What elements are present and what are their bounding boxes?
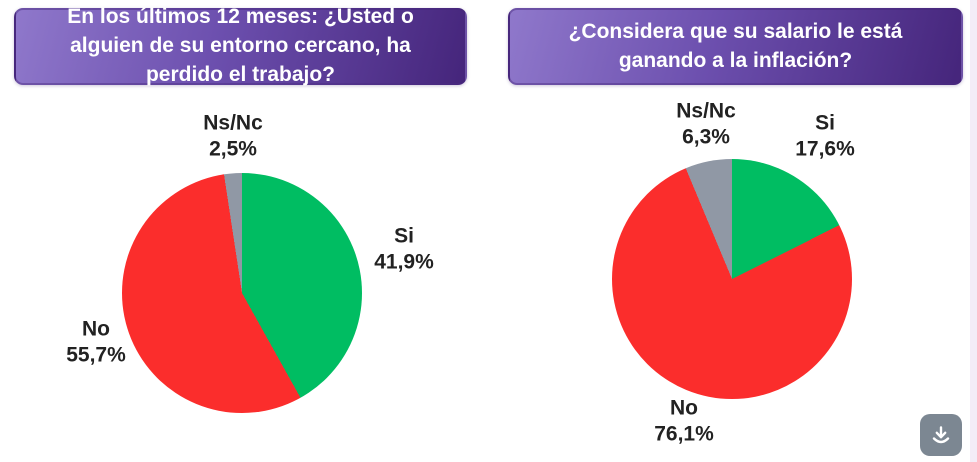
slice-value: 41,9%: [374, 250, 434, 273]
slice-name: No: [669, 396, 698, 420]
chart-title-left: En los últimos 12 meses: ¿Usted o alguie…: [14, 5, 467, 86]
slice-name: Si: [815, 111, 835, 135]
pie-chart-right: [612, 159, 852, 399]
slice-name: Ns/Nc: [203, 111, 263, 135]
slice-label-right-no: No 76,1%: [654, 395, 714, 446]
slice-value: 76,1%: [654, 422, 714, 445]
slice-label-right-nsnc: Ns/Nc 6,3%: [676, 98, 736, 149]
slice-name: Si: [394, 224, 414, 248]
slice-label-right-si: Si 17,6%: [795, 110, 855, 161]
slice-value: 17,6%: [795, 137, 855, 160]
chart-title-right: ¿Considera que su salario le está ganand…: [508, 8, 963, 85]
slice-name: No: [81, 317, 110, 341]
slice-value: 55,7%: [66, 343, 126, 366]
pie-chart-left: [122, 173, 362, 413]
slice-name: Ns/Nc: [676, 99, 736, 123]
right-edge-strip: [970, 0, 977, 462]
download-button[interactable]: [920, 414, 962, 456]
download-icon: [930, 424, 952, 446]
slice-value: 2,5%: [209, 137, 257, 160]
slice-value: 6,3%: [682, 125, 730, 148]
slice-label-left-nsnc: Ns/Nc 2,5%: [203, 110, 263, 161]
slice-label-left-no: No 55,7%: [66, 316, 126, 367]
slice-label-left-si: Si 41,9%: [374, 223, 434, 274]
